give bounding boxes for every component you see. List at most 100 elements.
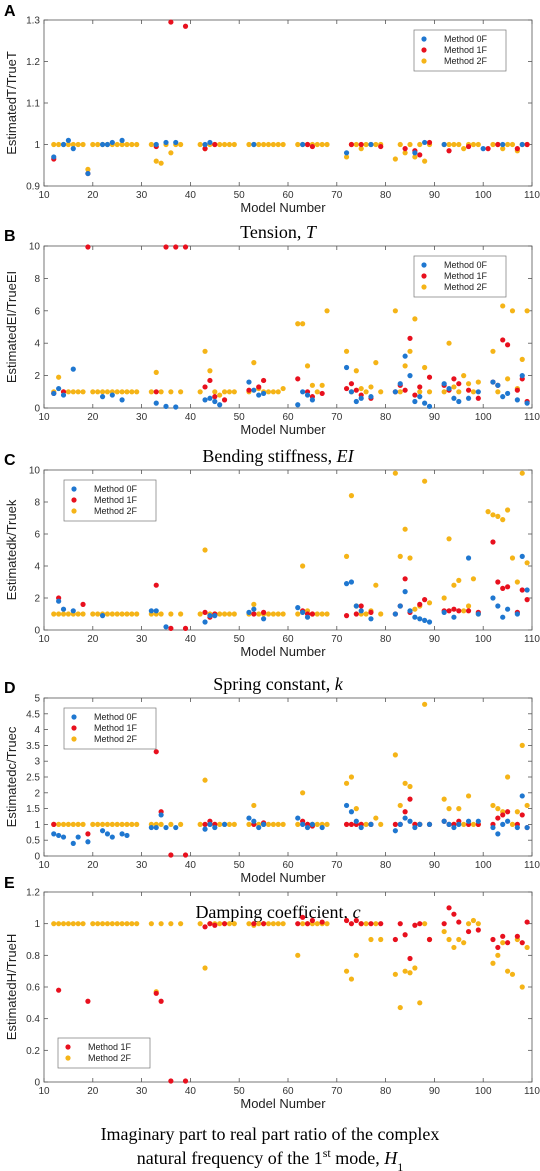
data-point: [343, 613, 350, 619]
data-point: [392, 821, 398, 828]
data-point: [129, 821, 135, 828]
data-point: [412, 606, 418, 612]
data-point: [519, 940, 525, 946]
data-point: [295, 141, 301, 148]
data-point: [461, 373, 467, 379]
data-point: [304, 614, 311, 620]
data-point: [461, 821, 467, 828]
data-point: [485, 146, 491, 152]
data-point: [51, 390, 57, 397]
data-point: [451, 376, 457, 382]
data-point: [163, 824, 169, 831]
data-point: [270, 389, 276, 395]
x-tick-label: 20: [87, 190, 99, 201]
data-point: [426, 821, 433, 828]
data-point: [509, 141, 516, 148]
data-point: [99, 141, 106, 148]
data-point: [456, 141, 462, 148]
y-tick-label: 1: [34, 140, 40, 151]
data-point: [197, 821, 203, 828]
data-point: [348, 493, 355, 499]
data-point: [407, 970, 413, 976]
data-point: [75, 611, 81, 617]
data-point: [505, 774, 511, 780]
data-point: [426, 619, 433, 625]
data-point: [446, 340, 452, 346]
x-tick-label: 100: [475, 634, 492, 645]
data-point: [495, 831, 501, 837]
data-point: [221, 611, 228, 617]
x-tick-label: 100: [475, 412, 492, 423]
x-tick-label: 20: [87, 634, 99, 645]
data-point: [217, 402, 223, 408]
data-point: [412, 614, 418, 620]
panel-caption: Tension, T: [240, 222, 318, 242]
data-point: [451, 944, 457, 951]
data-point: [500, 146, 506, 152]
x-tick-label: 110: [524, 412, 540, 423]
data-point: [60, 921, 67, 927]
data-point: [500, 585, 506, 592]
data-point: [134, 821, 140, 828]
y-tick-label: 3: [34, 757, 40, 768]
data-point: [422, 139, 428, 146]
data-point: [422, 597, 428, 603]
data-point: [514, 611, 520, 617]
data-point: [426, 374, 433, 380]
legend-label: Method 0F: [94, 712, 138, 722]
x-tick-label: 30: [136, 634, 148, 645]
data-point: [500, 337, 506, 343]
x-tick-label: 110: [524, 190, 540, 201]
data-point: [343, 968, 350, 974]
data-point: [397, 921, 403, 927]
data-point: [261, 921, 267, 927]
data-point: [148, 608, 154, 614]
data-point: [217, 821, 223, 828]
data-point: [80, 821, 86, 828]
data-point: [129, 389, 135, 395]
data-point: [114, 611, 120, 617]
data-point: [470, 389, 477, 395]
panel-caption-line1: Imaginary part to real part ratio of the…: [101, 1124, 440, 1144]
data-point: [343, 917, 350, 924]
series-method-1f: [56, 539, 530, 632]
data-point: [134, 389, 140, 395]
data-point: [514, 809, 520, 815]
data-point: [446, 806, 452, 812]
data-point: [304, 921, 311, 927]
legend-box: [57, 1037, 151, 1069]
y-tick-label: 0: [34, 404, 40, 415]
data-point: [280, 921, 286, 927]
data-point: [514, 579, 520, 585]
data-point: [178, 389, 184, 395]
data-point: [256, 611, 262, 617]
y-tick-label: 1.5: [26, 804, 40, 815]
x-tick-label: 40: [185, 190, 197, 201]
data-point: [256, 824, 262, 831]
legend-label: Method 0F: [94, 484, 138, 494]
data-point: [417, 601, 423, 608]
data-point: [470, 141, 477, 148]
data-point: [392, 936, 398, 943]
data-point: [261, 616, 267, 622]
data-point: [221, 921, 228, 927]
data-point: [412, 824, 418, 831]
data-point: [265, 821, 272, 828]
data-point: [402, 809, 408, 815]
data-point: [148, 921, 154, 927]
data-point: [65, 611, 71, 617]
panel-caption-line2: natural frequency of the 1st mode, H1: [137, 1146, 403, 1171]
x-tick-label: 40: [185, 634, 197, 645]
data-point: [441, 796, 447, 802]
data-point: [280, 385, 286, 392]
data-point: [402, 968, 408, 974]
x-axis-label: Model Number: [240, 422, 326, 437]
y-axis-label: EstimatedT/TrueT: [4, 51, 19, 155]
data-point: [246, 821, 252, 828]
data-point: [475, 818, 481, 824]
data-point: [85, 170, 91, 177]
data-point: [202, 777, 208, 783]
data-point: [402, 150, 408, 156]
data-point: [470, 821, 477, 828]
data-point: [353, 603, 359, 609]
